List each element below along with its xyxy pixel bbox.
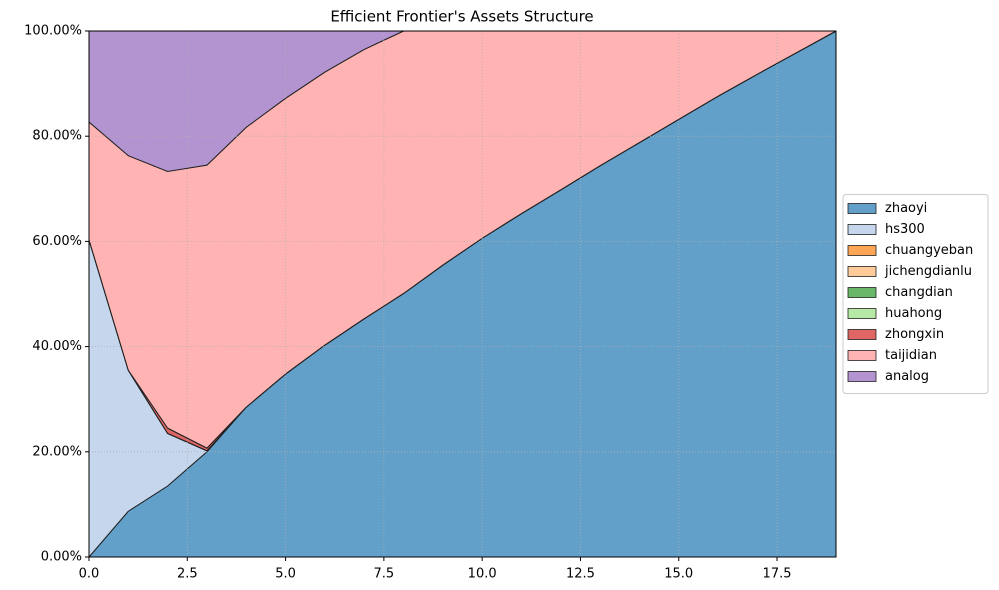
y-tick-label: 0.00% xyxy=(41,550,82,565)
legend-swatch xyxy=(847,308,877,319)
x-tick-label: 10.0 xyxy=(468,567,497,582)
legend-swatch xyxy=(847,224,877,235)
legend-swatch xyxy=(847,329,877,340)
legend-swatch xyxy=(847,245,877,256)
y-tick-label: 80.00% xyxy=(32,129,82,144)
y-tick-label: 60.00% xyxy=(32,234,82,249)
legend-label: hs300 xyxy=(885,222,925,237)
y-tick-label: 100.00% xyxy=(24,24,82,39)
legend-swatch xyxy=(847,371,877,382)
plot-frame xyxy=(88,30,837,558)
legend-box xyxy=(842,194,989,394)
legend-swatch xyxy=(847,203,877,214)
y-tick-label: 40.00% xyxy=(32,339,82,354)
legend-swatch xyxy=(847,287,877,298)
legend-label: huahong xyxy=(885,306,942,321)
legend-label: analog xyxy=(885,369,929,384)
y-tick-label: 20.00% xyxy=(32,444,82,459)
x-tick-label: 15.0 xyxy=(664,567,693,582)
x-tick-label: 12.5 xyxy=(566,567,595,582)
legend-swatch xyxy=(847,266,877,277)
legend-label: taijidian xyxy=(885,348,937,363)
legend-label: changdian xyxy=(885,285,953,300)
legend-label: jichengdianlu xyxy=(884,264,972,279)
legend-label: zhongxin xyxy=(885,327,944,342)
legend-swatch xyxy=(847,350,877,361)
chart-title: Efficient Frontier's Assets Structure xyxy=(330,8,593,26)
x-tick-label: 17.5 xyxy=(763,567,792,582)
legend-label: chuangyeban xyxy=(885,243,973,258)
x-tick-label: 7.5 xyxy=(374,567,395,582)
legend-label: zhaoyi xyxy=(885,201,927,216)
x-tick-label: 2.5 xyxy=(177,567,198,582)
x-tick-label: 5.0 xyxy=(275,567,296,582)
x-tick-label: 0.0 xyxy=(79,567,100,582)
